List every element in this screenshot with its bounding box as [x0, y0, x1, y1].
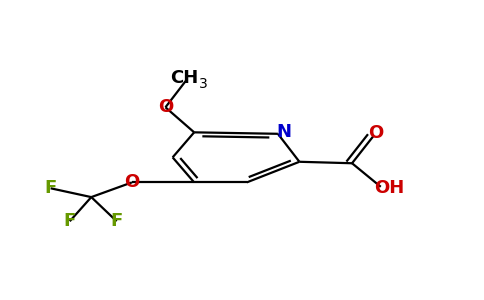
Text: 3: 3	[199, 77, 208, 91]
Text: O: O	[158, 98, 173, 116]
Text: CH: CH	[170, 69, 199, 87]
Text: F: F	[45, 179, 57, 197]
Text: OH: OH	[374, 179, 405, 197]
Text: F: F	[63, 212, 76, 230]
Text: F: F	[110, 212, 123, 230]
Text: O: O	[368, 124, 384, 142]
Text: O: O	[124, 173, 139, 191]
Text: N: N	[276, 123, 291, 141]
